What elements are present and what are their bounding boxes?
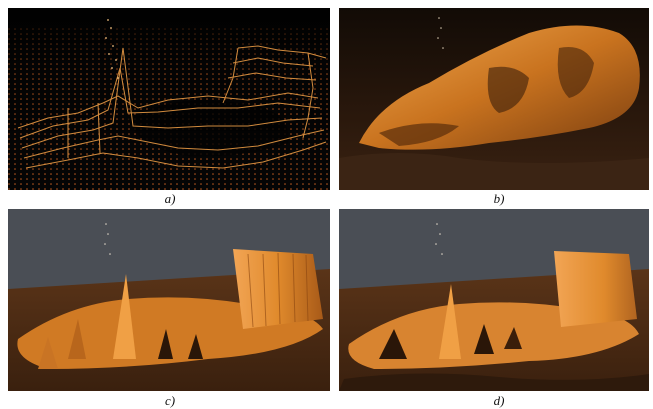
panel-a-image: [8, 8, 330, 190]
surface-render-refined: [339, 209, 649, 391]
panel-d-image: [339, 209, 649, 391]
caption-c: c): [164, 393, 176, 408]
surface-render-spiky: [8, 209, 330, 391]
smooth-surface-render: [339, 8, 649, 190]
caption-d: d): [493, 393, 505, 408]
caption-a: a): [164, 191, 176, 206]
caption-b: b): [493, 191, 505, 206]
point-cloud-render: [8, 8, 330, 190]
panel-c-image: [8, 209, 330, 391]
panel-b-image: [339, 8, 649, 190]
